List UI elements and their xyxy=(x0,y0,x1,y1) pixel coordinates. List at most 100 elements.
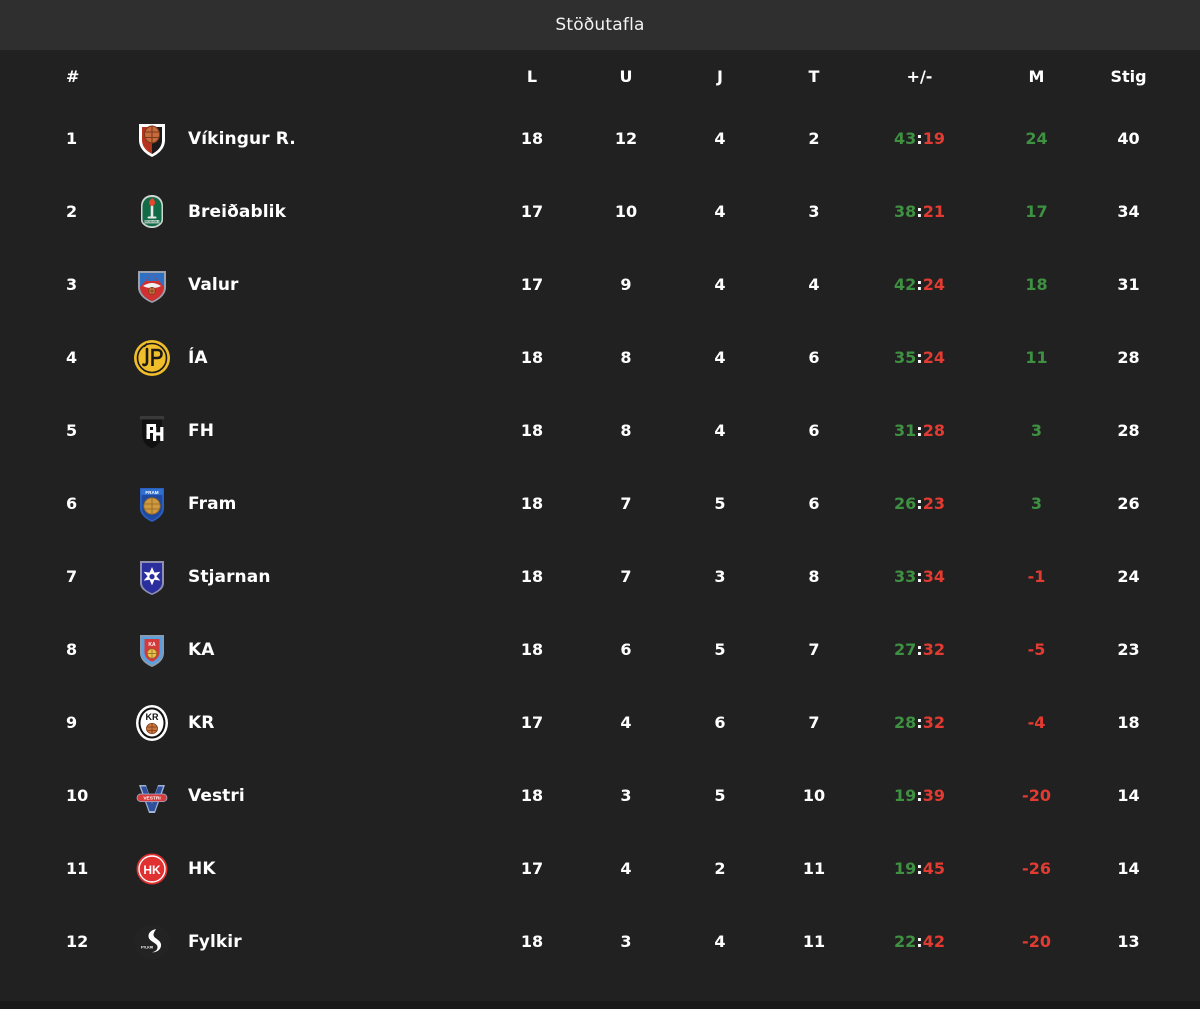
table-row[interactable]: 9 KR KR 17 4 6 7 28:32 -4 18 xyxy=(0,686,1200,759)
row-points: 34 xyxy=(1117,202,1140,221)
table-row[interactable]: 7 Stjarnan 18 7 3 8 33:34 -1 24 xyxy=(0,540,1200,613)
table-body: 1 Víkingur R. 18 12 4 2 43:19 24 40 2 BREIÐABLIK Br… xyxy=(0,102,1200,978)
row-team[interactable]: KR KR xyxy=(110,686,485,759)
header-rank[interactable]: # xyxy=(66,66,80,86)
row-goal-difference: -5 xyxy=(1027,640,1046,659)
row-goal-difference: 17 xyxy=(1025,202,1048,221)
row-points: 13 xyxy=(1117,932,1140,951)
row-won: 10 xyxy=(614,202,638,221)
table-row[interactable]: 6 FRAM Fram 18 7 5 6 26:23 3 26 xyxy=(0,467,1200,540)
row-rank: 5 xyxy=(66,421,78,440)
standings-title-bar: Stöðutafla xyxy=(0,0,1200,50)
goals-against: 19 xyxy=(922,129,945,148)
goals-separator: : xyxy=(916,567,923,586)
row-team[interactable]: Valur xyxy=(110,248,485,321)
row-team[interactable]: FH xyxy=(110,394,485,467)
goals-against: 32 xyxy=(922,713,945,732)
row-goal-difference: 18 xyxy=(1025,275,1048,294)
goals-against: 28 xyxy=(922,421,945,440)
svg-text:KR: KR xyxy=(146,712,159,722)
goals-for: 19 xyxy=(894,859,917,878)
goals-against: 23 xyxy=(922,494,945,513)
row-won: 7 xyxy=(620,567,632,586)
row-points: 31 xyxy=(1117,275,1140,294)
goals-separator: : xyxy=(916,932,923,951)
goals-against: 21 xyxy=(922,202,945,221)
row-won: 4 xyxy=(620,859,632,878)
table-row[interactable]: 1 Víkingur R. 18 12 4 2 43:19 24 40 xyxy=(0,102,1200,175)
goals-separator: : xyxy=(916,348,923,367)
row-team[interactable]: FYLKIR Fylkir xyxy=(110,905,485,978)
row-drawn: 6 xyxy=(714,713,726,732)
goals-against: 39 xyxy=(922,786,945,805)
row-goal-difference: -26 xyxy=(1022,859,1051,878)
row-points: 40 xyxy=(1117,129,1140,148)
hk-crest: HK xyxy=(132,849,172,889)
row-won: 3 xyxy=(620,932,632,951)
svg-text:KA: KA xyxy=(148,642,156,648)
team-name: KA xyxy=(188,639,215,660)
row-team[interactable]: HK HK xyxy=(110,832,485,905)
row-rank: 2 xyxy=(66,202,78,221)
table-row[interactable]: 8 KA KA 18 6 5 7 27:32 -5 23 xyxy=(0,613,1200,686)
row-team[interactable]: Stjarnan xyxy=(110,540,485,613)
row-lost: 7 xyxy=(808,640,820,659)
row-team[interactable]: KA KA xyxy=(110,613,485,686)
team-name: Vestri xyxy=(188,785,245,806)
row-rank: 3 xyxy=(66,275,78,294)
fh-crest xyxy=(132,411,172,451)
row-lost: 6 xyxy=(808,421,820,440)
row-won: 7 xyxy=(620,494,632,513)
goals-for: 19 xyxy=(894,786,917,805)
row-goals: 28:32 xyxy=(861,686,978,759)
row-drawn: 4 xyxy=(714,129,726,148)
header-goals[interactable]: +/- xyxy=(906,66,933,86)
table-row[interactable]: 4 ÍA 18 8 4 6 35:24 11 28 xyxy=(0,321,1200,394)
header-points[interactable]: Stig xyxy=(1110,66,1147,86)
table-row[interactable]: 10 VESTRI Vestri 18 3 5 10 19:39 -20 14 xyxy=(0,759,1200,832)
row-drawn: 4 xyxy=(714,275,726,294)
row-drawn: 4 xyxy=(714,932,726,951)
team-name: Víkingur R. xyxy=(188,128,296,149)
row-team[interactable]: VESTRI Vestri xyxy=(110,759,485,832)
row-lost: 8 xyxy=(808,567,820,586)
table-row[interactable]: 11 HK HK 17 4 2 11 19:45 -26 14 xyxy=(0,832,1200,905)
vestri-crest: VESTRI xyxy=(132,776,172,816)
row-won: 9 xyxy=(620,275,632,294)
row-goals: 38:21 xyxy=(861,175,978,248)
row-played: 18 xyxy=(520,494,544,513)
table-row[interactable]: 2 BREIÐABLIK Breiðablik 17 10 4 3 38:21 17 34 xyxy=(0,175,1200,248)
row-points: 14 xyxy=(1117,786,1140,805)
header-won[interactable]: U xyxy=(619,66,633,86)
table-row[interactable]: 5 FH 18 8 4 6 31:28 3 28 xyxy=(0,394,1200,467)
row-played: 17 xyxy=(520,275,544,294)
row-lost: 3 xyxy=(808,202,820,221)
row-team[interactable]: BREIÐABLIK Breiðablik xyxy=(110,175,485,248)
row-team[interactable]: FRAM Fram xyxy=(110,467,485,540)
table-row[interactable]: 12 FYLKIR Fylkir 18 3 4 11 22:42 -20 13 xyxy=(0,905,1200,978)
row-goal-difference: -1 xyxy=(1027,567,1046,586)
row-goals: 27:32 xyxy=(861,613,978,686)
row-goal-difference: -20 xyxy=(1022,932,1051,951)
goals-separator: : xyxy=(916,421,923,440)
row-points: 14 xyxy=(1117,859,1140,878)
row-lost: 2 xyxy=(808,129,820,148)
header-goal-difference[interactable]: M xyxy=(1028,66,1045,86)
row-team[interactable]: ÍA xyxy=(110,321,485,394)
row-drawn: 3 xyxy=(714,567,726,586)
header-drawn[interactable]: J xyxy=(717,66,723,86)
row-won: 8 xyxy=(620,421,632,440)
team-name: ÍA xyxy=(188,347,208,368)
header-lost[interactable]: T xyxy=(808,66,820,86)
header-row: # L U J T +/- M Stig xyxy=(0,50,1200,102)
header-played[interactable]: L xyxy=(526,66,538,86)
bottom-strip xyxy=(0,1001,1200,1009)
row-rank: 4 xyxy=(66,348,78,367)
row-drawn: 2 xyxy=(714,859,726,878)
row-points: 28 xyxy=(1117,421,1140,440)
table-row[interactable]: 3 Valur 17 9 4 4 42:24 18 31 xyxy=(0,248,1200,321)
valur-crest xyxy=(132,265,172,305)
row-rank: 10 xyxy=(66,786,89,805)
row-points: 23 xyxy=(1117,640,1140,659)
row-team[interactable]: Víkingur R. xyxy=(110,102,485,175)
